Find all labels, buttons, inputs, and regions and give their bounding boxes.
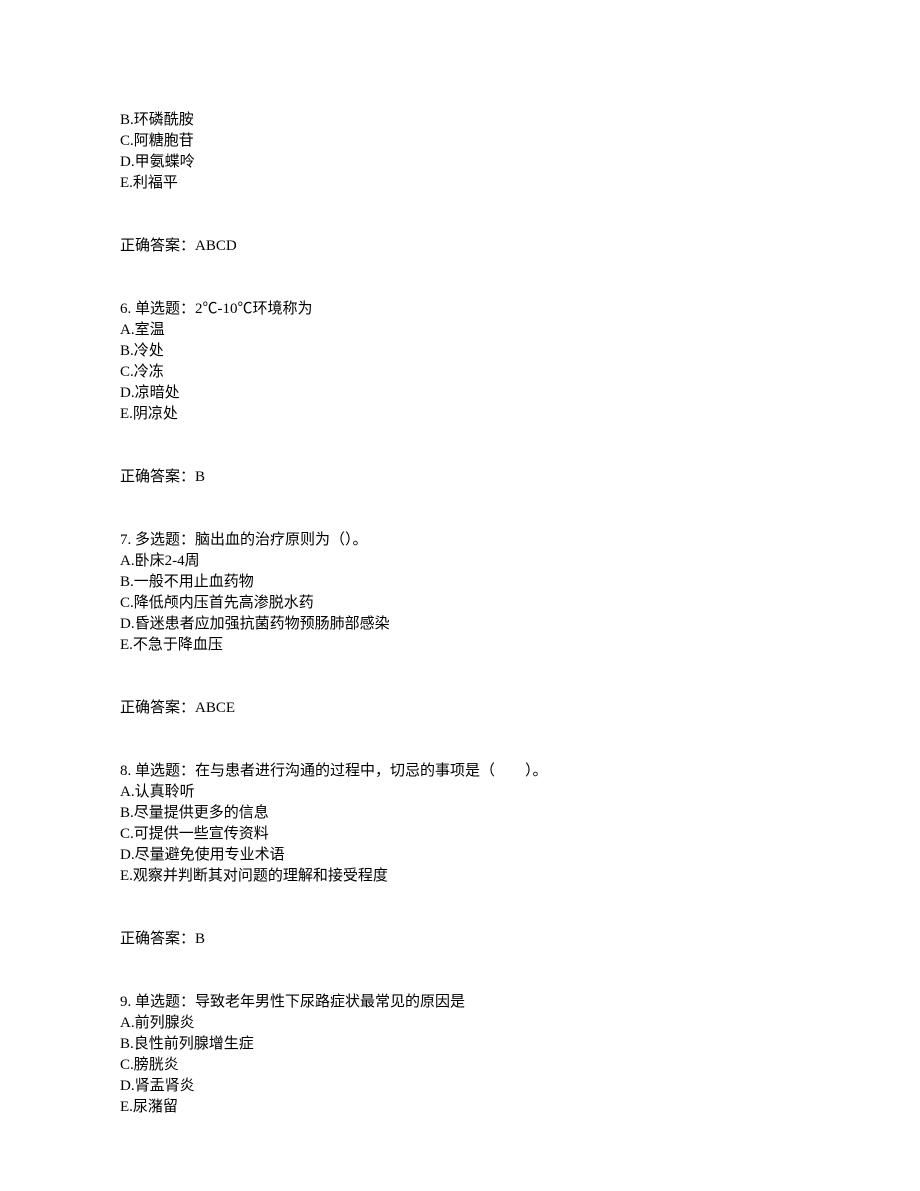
text-line: C.冷冻 [120, 362, 800, 383]
text-line: 7. 多选题：脑出血的治疗原则为（）。 [120, 530, 800, 551]
text-block: 8. 单选题：在与患者进行沟通的过程中，切忌的事项是（ ）。A.认真聆听B.尽量… [120, 761, 800, 887]
text-line: A.前列腺炎 [120, 1013, 800, 1034]
text-line: 9. 单选题：导致老年男性下尿路症状最常见的原因是 [120, 992, 800, 1013]
document-content: B.环磷酰胺C.阿糖胞苷D.甲氨蝶呤E.利福平正确答案：ABCD 6. 单选题：2… [120, 110, 800, 1118]
text-line: D.肾盂肾炎 [120, 1076, 800, 1097]
text-line: A.室温 [120, 320, 800, 341]
text-line: E.尿潴留 [120, 1097, 800, 1118]
text-line: D.凉暗处 [120, 383, 800, 404]
text-line: D.昏迷患者应加强抗菌药物预肠肺部感染 [120, 614, 800, 635]
text-block: 6. 单选题：2℃-10℃环境称为A.室温B.冷处C.冷冻D.凉暗处E.阴凉处 [120, 299, 800, 425]
text-line: E.利福平 [120, 173, 800, 194]
text-line: B.一般不用止血药物 [120, 572, 800, 593]
text-line: B.冷处 [120, 341, 800, 362]
text-line: E.不急于降血压 [120, 635, 800, 656]
text-block: 9. 单选题：导致老年男性下尿路症状最常见的原因是A.前列腺炎B.良性前列腺增生… [120, 992, 800, 1118]
text-line: 6. 单选题：2℃-10℃环境称为 [120, 299, 800, 320]
text-line: 正确答案：ABCD [120, 236, 800, 257]
text-line: 正确答案：B [120, 929, 800, 950]
text-block: 正确答案：B [120, 467, 800, 488]
text-block: 正确答案：ABCE [120, 698, 800, 719]
text-line: A.认真聆听 [120, 782, 800, 803]
text-line: D.尽量避免使用专业术语 [120, 845, 800, 866]
text-line: C.阿糖胞苷 [120, 131, 800, 152]
text-line: B.尽量提供更多的信息 [120, 803, 800, 824]
text-line: B.环磷酰胺 [120, 110, 800, 131]
text-line: E.观察并判断其对问题的理解和接受程度 [120, 866, 800, 887]
text-line: E.阴凉处 [120, 404, 800, 425]
text-block: 正确答案：ABCD [120, 236, 800, 257]
text-line: B.良性前列腺增生症 [120, 1034, 800, 1055]
text-line: 正确答案：ABCE [120, 698, 800, 719]
text-line: C.可提供一些宣传资料 [120, 824, 800, 845]
text-line: 正确答案：B [120, 467, 800, 488]
text-line: C.降低颅内压首先高渗脱水药 [120, 593, 800, 614]
text-block: 7. 多选题：脑出血的治疗原则为（）。A.卧床2-4周B.一般不用止血药物C.降… [120, 530, 800, 656]
text-line: 8. 单选题：在与患者进行沟通的过程中，切忌的事项是（ ）。 [120, 761, 800, 782]
text-line: A.卧床2-4周 [120, 551, 800, 572]
text-line: D.甲氨蝶呤 [120, 152, 800, 173]
text-line: C.膀胱炎 [120, 1055, 800, 1076]
text-block: 正确答案：B [120, 929, 800, 950]
text-block: B.环磷酰胺C.阿糖胞苷D.甲氨蝶呤E.利福平 [120, 110, 800, 194]
